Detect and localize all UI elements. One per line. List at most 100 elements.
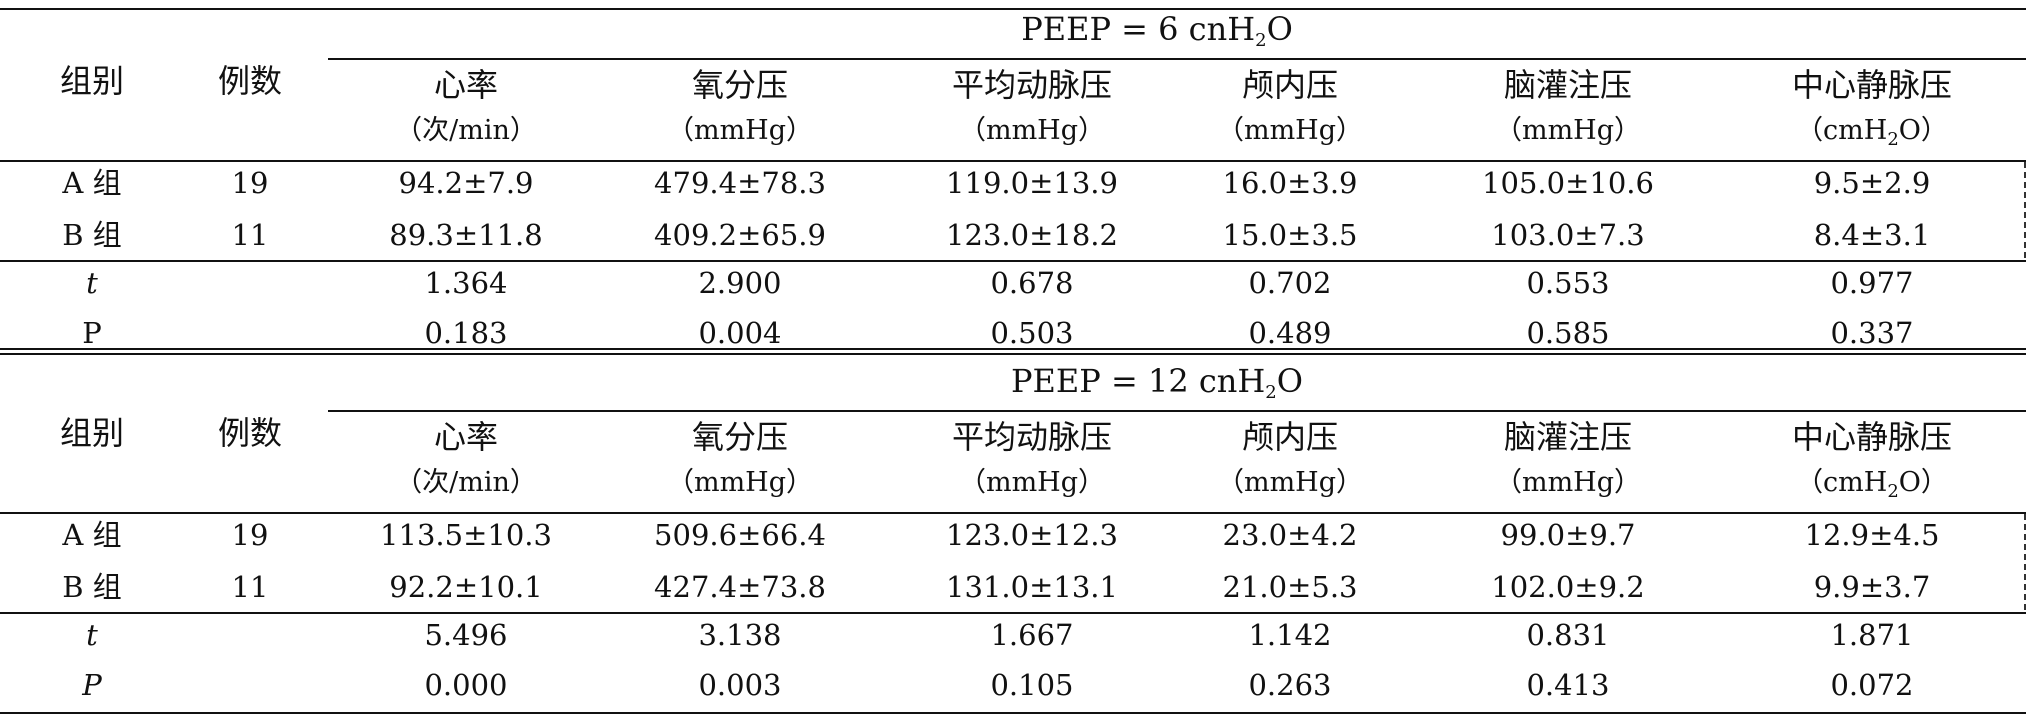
stat-cell: 0.000: [424, 668, 508, 702]
row-count: 19: [231, 166, 269, 200]
table-bottom-rule: [0, 712, 2026, 714]
column-header-unit: （mmHg）: [958, 467, 1106, 498]
table-cell: 123.0±18.2: [946, 218, 1118, 252]
row-group-label: B 组: [62, 570, 122, 604]
table-cell: 94.2±7.9: [398, 166, 534, 200]
row-group-label: A 组: [62, 518, 122, 552]
dashed-right-border: [2024, 514, 2026, 610]
stat-cell: 0.263: [1248, 668, 1332, 702]
table-cell: 16.0±3.9: [1222, 166, 1358, 200]
column-header-unit: （cmH2O）: [1796, 466, 1948, 501]
table-cell: 105.0±10.6: [1482, 166, 1654, 200]
unit-suffix: O）: [1898, 115, 1948, 146]
stat-cell: 5.496: [424, 618, 508, 652]
group-header: 组别: [59, 414, 125, 452]
table-cell: 12.9±4.5: [1804, 518, 1940, 552]
row-count: 11: [231, 570, 269, 604]
row-count: 11: [231, 218, 269, 252]
stat-cell: 1.142: [1248, 618, 1332, 652]
table-cell: 409.2±65.9: [654, 218, 826, 252]
peep-underline-rule: [328, 58, 2026, 60]
stat-cell: 0.977: [1830, 266, 1914, 300]
stat-cell: 1.667: [990, 618, 1074, 652]
peep-prefix: PEEP = 6 cnH: [1021, 10, 1256, 48]
column-header-unit: （mmHg）: [1494, 115, 1642, 146]
column-header-unit: （mmHg）: [666, 467, 814, 498]
body-bottom-rule: [0, 260, 2026, 262]
table-cell: 99.0±9.7: [1500, 518, 1636, 552]
stat-label: P: [82, 316, 102, 350]
table-cell: 427.4±73.8: [654, 570, 826, 604]
stat-cell: 0.003: [698, 668, 782, 702]
count-header: 例数: [217, 62, 283, 100]
column-header-unit: （mmHg）: [958, 115, 1106, 146]
row-group-label: A 组: [62, 166, 122, 200]
stat-cell: 0.413: [1526, 668, 1610, 702]
stat-cell: 0.183: [424, 316, 508, 350]
stat-cell: 0.337: [1830, 316, 1914, 350]
column-header-name: 脑灌注压: [1503, 66, 1633, 104]
unit-suffix: O）: [1898, 467, 1948, 498]
table-cell: 23.0±4.2: [1222, 518, 1358, 552]
table-cell: 15.0±3.5: [1222, 218, 1358, 252]
column-header-name: 中心静脉压: [1791, 418, 1953, 456]
stat-cell: 0.105: [990, 668, 1074, 702]
stat-cell: 0.585: [1526, 316, 1610, 350]
row-count: 19: [231, 518, 269, 552]
stat-cell: 0.553: [1526, 266, 1610, 300]
peep-prefix: PEEP = 12 cnH: [1011, 362, 1266, 400]
peep-suffix: O: [1276, 362, 1303, 400]
stat-label: t: [86, 618, 98, 652]
column-header-name: 氧分压: [691, 418, 789, 456]
peep-header: PEEP = 6 cnH2O: [1021, 10, 1293, 50]
stat-cell: 3.138: [698, 618, 782, 652]
peep-suffix: O: [1266, 10, 1293, 48]
peep-underline-rule: [328, 410, 2026, 412]
stat-cell: 0.072: [1830, 668, 1914, 702]
column-header-unit: （mmHg）: [1494, 467, 1642, 498]
table-cell: 479.4±78.3: [654, 166, 826, 200]
column-header-name: 中心静脉压: [1791, 66, 1953, 104]
column-header-name: 平均动脉压: [951, 66, 1113, 104]
column-header-name: 氧分压: [691, 66, 789, 104]
column-header-name: 平均动脉压: [951, 418, 1113, 456]
section-double-rule: [0, 348, 2026, 350]
column-header-unit: （cmH2O）: [1796, 114, 1948, 149]
peep-header: PEEP = 12 cnH2O: [1011, 362, 1303, 402]
header-bottom-rule: [0, 512, 2026, 514]
stat-cell: 0.489: [1248, 316, 1332, 350]
group-header: 组别: [59, 62, 125, 100]
table-cell: 119.0±13.9: [946, 166, 1118, 200]
stat-cell: 0.702: [1248, 266, 1332, 300]
table-cell: 131.0±13.1: [946, 570, 1118, 604]
table-cell: 9.9±3.7: [1813, 570, 1931, 604]
table-cell: 9.5±2.9: [1813, 166, 1931, 200]
dashed-right-border: [2024, 162, 2026, 258]
table-top-rule: [0, 8, 2026, 10]
column-header-name: 颅内压: [1241, 418, 1339, 456]
table-cell: 509.6±66.4: [654, 518, 826, 552]
stat-cell: 1.364: [424, 266, 508, 300]
count-header: 例数: [217, 414, 283, 452]
table-cell: 113.5±10.3: [380, 518, 552, 552]
row-group-label: B 组: [62, 218, 122, 252]
stat-cell: 2.900: [698, 266, 782, 300]
body-bottom-rule: [0, 612, 2026, 614]
table-cell: 123.0±12.3: [946, 518, 1118, 552]
stat-cell: 0.678: [990, 266, 1074, 300]
table-cell: 21.0±5.3: [1222, 570, 1358, 604]
stat-cell: 1.871: [1830, 618, 1914, 652]
column-header-unit: （mmHg）: [666, 115, 814, 146]
table-cell: 102.0±9.2: [1491, 570, 1645, 604]
table-cell: 89.3±11.8: [389, 218, 543, 252]
table-cell: 103.0±7.3: [1491, 218, 1645, 252]
table-cell: 8.4±3.1: [1813, 218, 1931, 252]
stat-cell: 0.831: [1526, 618, 1610, 652]
stat-cell: 0.503: [990, 316, 1074, 350]
column-header-unit: （mmHg）: [1216, 467, 1364, 498]
stat-label: t: [86, 266, 98, 300]
table-cell: 92.2±10.1: [389, 570, 543, 604]
column-header-name: 心率: [433, 66, 499, 104]
column-header-unit: （次/min）: [395, 467, 537, 498]
